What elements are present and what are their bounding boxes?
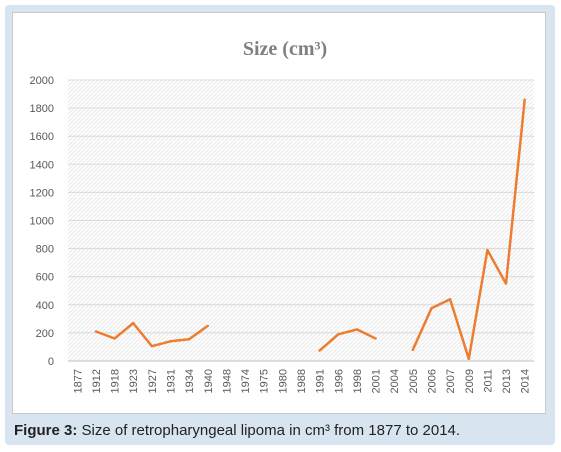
x-tick-label: 2005 [408,369,420,393]
y-axis: 0 200 400 600 800 1000 1200 1400 1600 1800 2000 [30,75,54,368]
series-line-segment [411,98,526,361]
y-tick-label: 1000 [30,216,54,228]
series-line-segment [94,321,210,348]
figure-frame: Size (cm³) 0 200 400 600 800 1000 1200 1400 1600… [5,5,555,445]
x-tick-label: 1931 [166,369,178,393]
y-tick-label: 200 [36,328,54,340]
x-tick-label: 1877 [72,369,84,393]
grid-layer [68,79,534,362]
x-tick-label: 1923 [128,369,140,393]
x-tick-label: 1988 [296,369,308,393]
x-tick-label: 1975 [259,369,271,393]
y-tick-label: 600 [36,272,54,284]
series-line-segment [318,328,377,352]
y-tick-label: 400 [36,300,54,312]
series-layer [94,98,526,361]
x-tick-label: 2011 [482,369,494,393]
x-tick-label: 1948 [221,369,233,393]
y-tick-label: 2000 [30,75,54,87]
x-tick-label: 2004 [389,369,401,393]
caption-text: Size of retropharyngeal lipoma in cm³ fr… [77,422,461,439]
y-tick-label: 1800 [30,103,54,115]
x-tick-label: 2013 [501,369,513,393]
x-tick-label: 1996 [333,369,345,393]
caption-label: Figure 3: [14,422,78,439]
x-tick-label: 2009 [464,369,476,393]
x-tick-label: 1912 [91,369,103,393]
x-tick-label: 2007 [445,369,457,393]
y-tick-label: 0 [48,356,54,368]
line-chart: Size (cm³) 0 200 400 600 800 1000 1200 1400 1600… [30,38,534,393]
y-tick-label: 1400 [30,159,54,171]
x-tick-label: 2006 [426,369,438,393]
x-axis: 1877 1912 1918 1923 1927 1931 1934 1940 1948 1974… [68,360,534,393]
chart-title: Size (cm³) [243,38,327,60]
chart-panel: Size (cm³) 0 200 400 600 800 1000 1200 1400 1600… [12,12,546,414]
x-tick-label: 1934 [184,369,196,393]
x-tick-label: 1991 [315,369,327,393]
x-tick-label: 1940 [203,369,215,393]
x-tick-label: 2014 [520,369,532,393]
x-tick-label: 1974 [240,369,252,393]
y-tick-label: 800 [36,244,54,256]
x-tick-label: 1998 [352,369,364,393]
x-tick-label: 1927 [147,369,159,393]
y-tick-label: 1600 [30,131,54,143]
x-tick-label: 1980 [277,369,289,393]
y-tick-label: 1200 [30,187,54,199]
figure-caption: Figure 3: Size of retropharyngeal lipoma… [14,422,460,439]
x-tick-label: 1918 [110,369,122,393]
x-tick-label: 2001 [371,369,383,393]
